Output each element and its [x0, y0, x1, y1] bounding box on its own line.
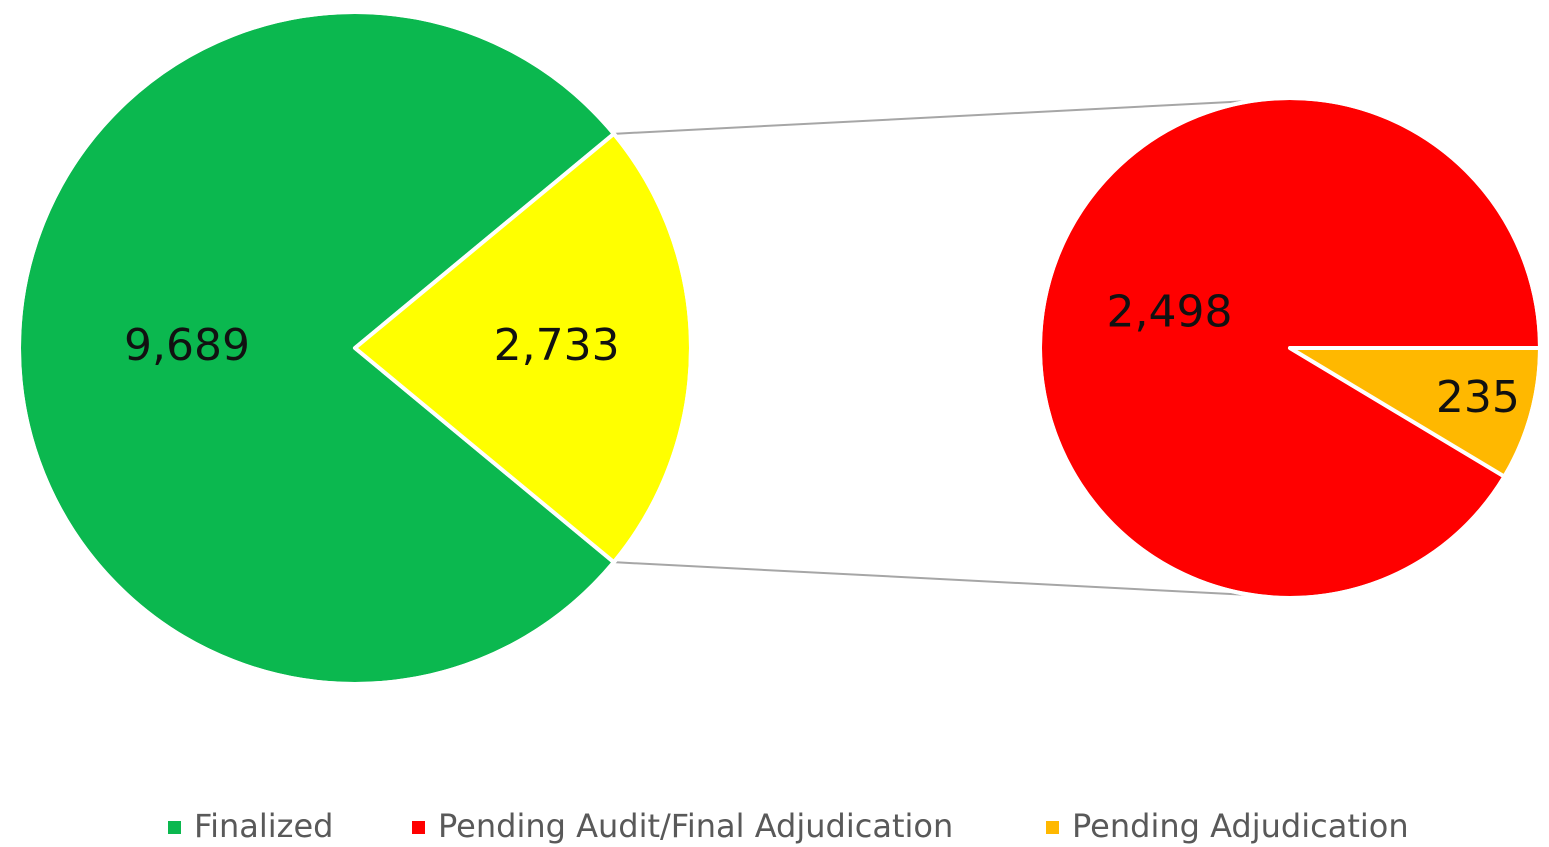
data-label: 2,498	[1107, 287, 1233, 338]
legend-label: Pending Audit/Final Adjudication	[438, 807, 953, 845]
legend-label: Finalized	[194, 807, 333, 845]
legend-swatch	[412, 821, 425, 834]
connector-line	[613, 100, 1251, 135]
legend-label: Pending Adjudication	[1072, 807, 1409, 845]
connector-line	[613, 561, 1251, 596]
data-label: 2,733	[494, 320, 620, 371]
data-label: 235	[1436, 372, 1520, 423]
legend-swatch	[1046, 821, 1059, 834]
data-label: 9,689	[124, 320, 250, 371]
pie-border	[17, 10, 693, 686]
legend-swatch	[168, 821, 181, 834]
pie-border	[1038, 96, 1542, 600]
